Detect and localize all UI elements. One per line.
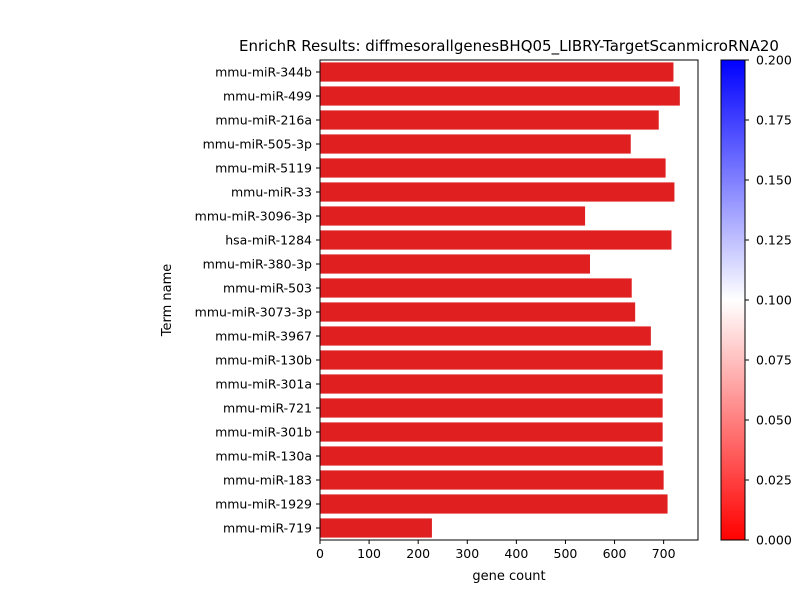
x-tick-label: 400 <box>504 546 528 561</box>
bar <box>320 158 666 178</box>
colorbar-tick-label: 0.175 <box>756 113 792 128</box>
colorbar: 0.000 0.025 0.050 0.075 0.100 0.125 0.150 0.175… <box>720 53 792 548</box>
x-tick-label: 600 <box>603 546 627 561</box>
bar <box>320 518 432 538</box>
x-tick-label: 300 <box>455 546 479 561</box>
bar <box>320 422 663 442</box>
colorbar-tick-label: 0.050 <box>756 413 792 428</box>
y-tick-label: mmu-miR-5119 <box>215 161 312 176</box>
colorbar-tick-label: 0.200 <box>756 53 792 68</box>
bar <box>320 494 668 514</box>
y-tick-label: mmu-miR-216a <box>215 113 312 128</box>
plot-frame <box>319 59 699 541</box>
y-tick-label: mmu-miR-1929 <box>215 497 312 512</box>
chart-title: EnrichR Results: diffmesorallgenesBHQ05_… <box>239 37 779 56</box>
y-tick-label: mmu-miR-344b <box>215 65 312 80</box>
colorbar-tick-label: 0.025 <box>756 473 792 488</box>
bar <box>320 446 663 466</box>
bar <box>320 206 586 226</box>
bar <box>320 278 632 298</box>
bar <box>320 134 631 154</box>
colorbar-tick-label: 0.100 <box>756 293 792 308</box>
colorbar-gradient <box>721 60 745 540</box>
x-tick-label: 500 <box>554 546 578 561</box>
bar <box>320 398 663 418</box>
bar <box>320 302 636 322</box>
y-tick-label: mmu-miR-3967 <box>215 329 312 344</box>
y-tick-label: mmu-miR-130a <box>215 449 312 464</box>
x-tick-label: 100 <box>357 546 381 561</box>
y-tick-label: hsa-miR-1284 <box>225 233 312 248</box>
y-tick-label: mmu-miR-719 <box>223 521 312 536</box>
y-tick-label: mmu-miR-505-3p <box>203 137 312 152</box>
y-tick-label: mmu-miR-499 <box>223 89 312 104</box>
bar <box>320 86 680 106</box>
y-tick-label: mmu-miR-3096-3p <box>195 209 312 224</box>
x-tick-label: 0 <box>316 546 324 561</box>
bar <box>320 110 659 130</box>
y-tick-label: mmu-miR-183 <box>223 473 312 488</box>
colorbar-tick-label: 0.125 <box>756 233 792 248</box>
bar <box>320 374 663 394</box>
colorbar-tick-label: 0.075 <box>756 353 792 368</box>
y-tick-label: mmu-miR-33 <box>231 185 312 200</box>
y-axis-label: Term name <box>160 264 175 338</box>
y-tick-label: mmu-miR-503 <box>223 281 312 296</box>
y-tick-label: mmu-miR-301a <box>215 377 312 392</box>
bar <box>320 62 674 82</box>
colorbar-tick-label: 0.150 <box>756 173 792 188</box>
bar <box>320 230 672 250</box>
bar <box>320 470 664 490</box>
bar <box>320 254 590 274</box>
plot-area: mmu-miR-344b mmu-miR-499 mmu-miR-216a mmu-m… <box>195 59 699 561</box>
x-axis-label: gene count <box>472 569 545 584</box>
y-tick-label: mmu-miR-3073-3p <box>195 305 312 320</box>
bar <box>320 182 675 202</box>
bar <box>320 326 651 346</box>
y-tick-label: mmu-miR-130b <box>215 353 312 368</box>
y-tick-label: mmu-miR-380-3p <box>203 257 312 272</box>
colorbar-tick-label: 0.000 <box>756 533 792 548</box>
y-tick-label: mmu-miR-301b <box>215 425 312 440</box>
bar <box>320 350 663 370</box>
y-tick-label: mmu-miR-721 <box>223 401 312 416</box>
x-tick-label: 200 <box>406 546 430 561</box>
x-tick-label: 700 <box>652 546 676 561</box>
